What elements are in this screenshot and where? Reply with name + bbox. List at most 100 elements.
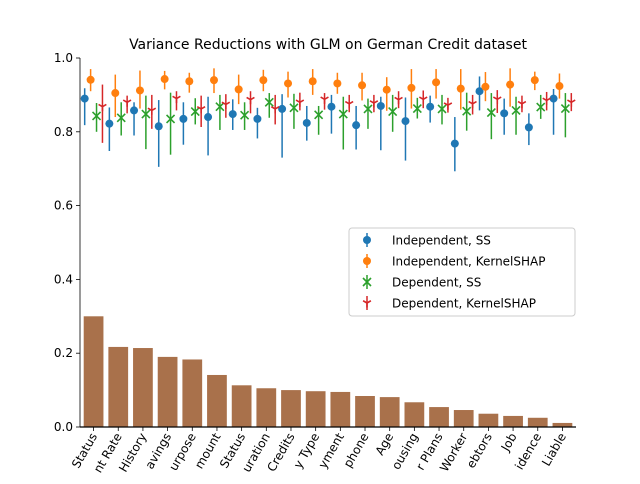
marker-tri (320, 96, 329, 104)
marker-circle (179, 114, 188, 123)
marker-tri (362, 300, 372, 308)
marker-circle (549, 94, 558, 103)
marker-tri (295, 99, 305, 107)
marker-tri (246, 96, 255, 105)
marker-circle (555, 82, 564, 91)
bar (527, 417, 548, 427)
marker-circle (333, 79, 342, 88)
marker-x (215, 102, 225, 112)
bar (256, 388, 277, 427)
bar (231, 385, 252, 427)
marker-circle (160, 75, 169, 84)
y-tick-label: 0.0 (54, 420, 73, 434)
marker-tri (172, 95, 181, 104)
y-tick-label: 0.4 (54, 272, 73, 286)
marker-x (338, 109, 348, 119)
marker-tri (517, 100, 527, 109)
marker-tri (270, 105, 280, 114)
bar (552, 422, 573, 427)
bars-group (83, 316, 573, 427)
bar (453, 410, 474, 427)
bar (305, 391, 326, 427)
marker-circle (500, 109, 509, 118)
marker-circle (432, 78, 441, 87)
marker-x (240, 110, 250, 120)
marker-x (314, 110, 324, 120)
marker-x (264, 97, 274, 107)
marker-circle (456, 84, 465, 93)
marker-circle (234, 85, 243, 94)
marker-x (437, 104, 447, 114)
marker-circle (228, 110, 237, 119)
marker-circle (111, 89, 120, 98)
marker-tri (468, 100, 477, 109)
marker-tri (418, 96, 428, 104)
marker-tri (443, 102, 453, 110)
marker-circle (284, 79, 293, 88)
marker-tri (147, 107, 157, 115)
marker-circle (130, 106, 139, 115)
marker-circle (80, 94, 89, 103)
marker-tri (542, 97, 551, 105)
y-tick-label: 0.8 (54, 125, 73, 139)
marker-circle (506, 80, 515, 89)
marker-circle (450, 139, 459, 148)
marker-circle (401, 117, 410, 126)
marker-x (511, 105, 521, 115)
legend: Independent, SS Independent, KernelSHAP De… (348, 227, 576, 317)
x-tick-label: Liable (539, 431, 569, 469)
marker-circle (382, 85, 391, 94)
marker-circle (481, 82, 490, 91)
bar (478, 413, 499, 427)
marker-tri (98, 103, 107, 112)
marker-x (165, 114, 176, 124)
marker-x (536, 102, 546, 112)
marker-circle (253, 114, 262, 123)
legend-box (348, 227, 576, 317)
bar (207, 374, 227, 427)
y-tick-label: 0.2 (54, 346, 73, 360)
marker-circle (135, 86, 144, 95)
legend-label: Independent, SS (392, 234, 491, 248)
marker-circle (308, 77, 317, 86)
x-tick-label: Age (373, 431, 397, 458)
bar (281, 390, 301, 427)
marker-x (116, 113, 126, 123)
marker-circle (352, 121, 361, 130)
x-tick-label: Job (498, 431, 520, 455)
marker-circle (185, 77, 194, 86)
bar (182, 359, 203, 427)
marker-circle (407, 83, 416, 92)
marker-circle (154, 122, 163, 131)
y-tick-label: 1.0 (54, 51, 73, 65)
marker-x (412, 103, 422, 114)
marker-x (560, 103, 570, 114)
marker-tri (492, 96, 502, 104)
marker-tri (344, 100, 354, 109)
marker-circle (475, 87, 484, 96)
marker-tri (369, 100, 379, 108)
errorbars-group (80, 68, 576, 172)
marker-circle (259, 76, 268, 85)
legend-label: Independent, KernelSHAP (392, 255, 545, 269)
bar (108, 346, 129, 427)
marker-circle (524, 123, 533, 132)
marker-x (141, 109, 151, 119)
marker-tri (221, 101, 231, 109)
marker-x (91, 111, 102, 121)
marker-circle (530, 76, 539, 85)
marker-circle (204, 113, 213, 122)
marker-tri (394, 96, 403, 105)
marker-circle (105, 119, 114, 128)
bar (503, 415, 523, 427)
marker-tri (122, 99, 132, 107)
marker-circle (363, 257, 371, 265)
marker-x (190, 106, 200, 117)
bar (83, 316, 104, 427)
marker-tri (196, 105, 206, 114)
marker-x (289, 103, 299, 113)
marker-circle (327, 102, 336, 111)
marker-circle (278, 104, 287, 113)
